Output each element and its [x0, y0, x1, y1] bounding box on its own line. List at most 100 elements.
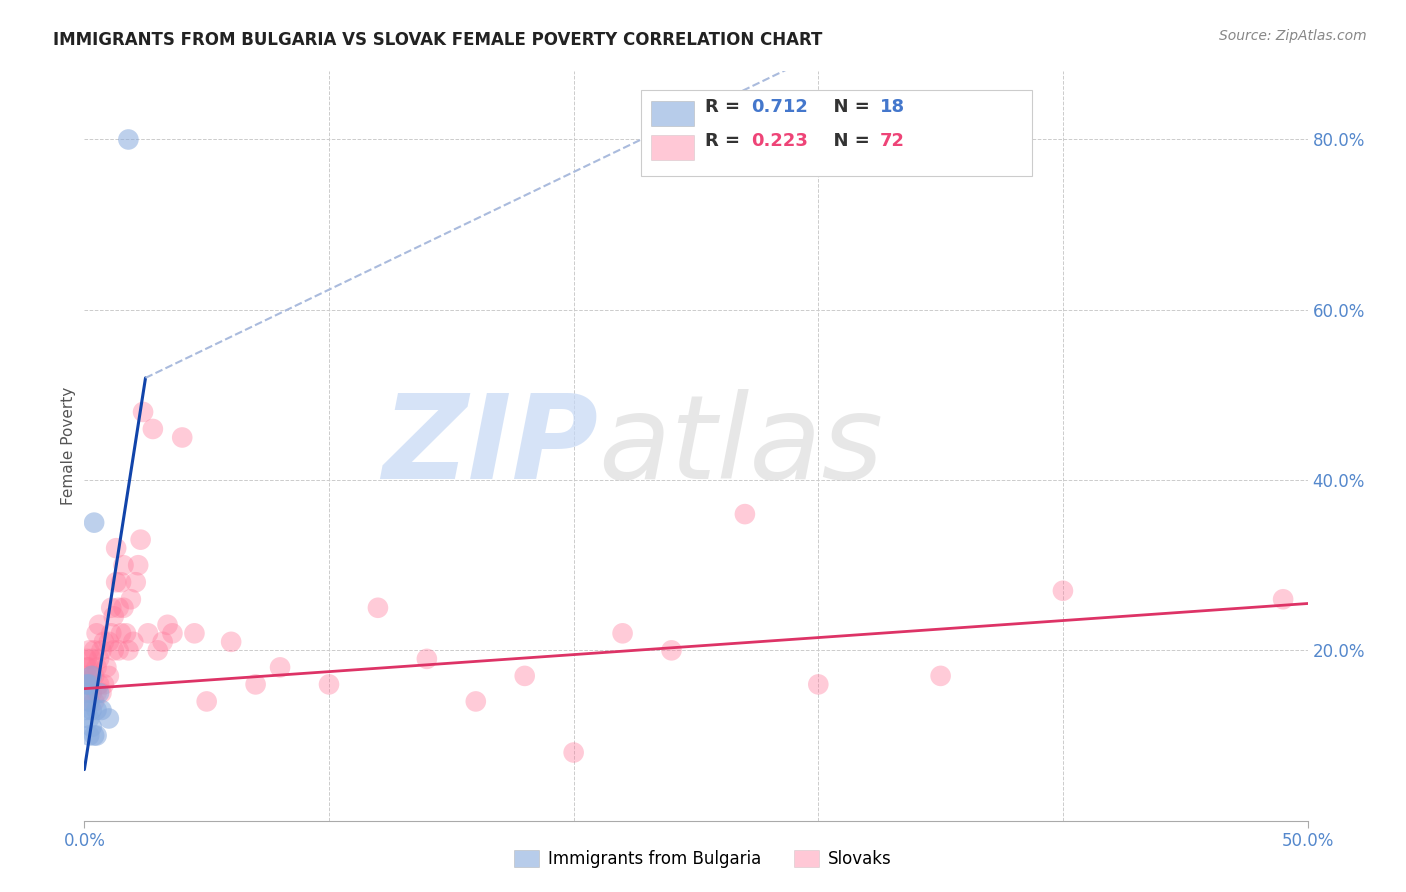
Point: [86, 626, 108, 640]
Point: [136, 626, 159, 640]
Point: [112, 600, 135, 615]
Point: [76, 677, 98, 691]
Point: [86, 703, 108, 717]
Point: [77, 694, 100, 708]
Point: [83, 643, 105, 657]
Point: [122, 635, 145, 649]
Point: [152, 635, 174, 649]
Point: [1052, 583, 1074, 598]
Point: [612, 626, 634, 640]
Point: [112, 558, 135, 573]
Text: N =: N =: [821, 132, 876, 150]
Point: [76, 652, 98, 666]
Point: [103, 609, 125, 624]
Point: [97, 635, 120, 649]
Point: [86, 686, 108, 700]
Point: [416, 652, 439, 666]
Y-axis label: Female Poverty: Female Poverty: [60, 387, 76, 505]
Point: [127, 558, 149, 573]
Point: [76, 703, 98, 717]
Point: [269, 660, 291, 674]
FancyBboxPatch shape: [641, 90, 1032, 177]
Point: [367, 600, 389, 615]
Point: [83, 694, 105, 708]
Point: [86, 729, 108, 743]
Point: [93, 677, 115, 691]
FancyBboxPatch shape: [651, 135, 693, 160]
Text: N =: N =: [821, 97, 876, 116]
Point: [86, 660, 108, 674]
Point: [87, 686, 110, 700]
Text: atlas: atlas: [598, 389, 883, 503]
Point: [87, 617, 110, 632]
Point: [105, 541, 128, 556]
Point: [77, 677, 100, 691]
Point: [80, 669, 103, 683]
Point: [93, 635, 115, 649]
Point: [219, 635, 242, 649]
Text: 18: 18: [880, 97, 904, 116]
Point: [76, 660, 98, 674]
Point: [245, 677, 267, 691]
Point: [80, 686, 103, 700]
Point: [77, 729, 100, 743]
Point: [83, 669, 105, 683]
Point: [90, 643, 112, 657]
Point: [107, 600, 129, 615]
Point: [105, 575, 128, 590]
Point: [129, 533, 152, 547]
Point: [464, 694, 486, 708]
FancyBboxPatch shape: [651, 102, 693, 126]
Text: IMMIGRANTS FROM BULGARIA VS SLOVAK FEMALE POVERTY CORRELATION CHART: IMMIGRANTS FROM BULGARIA VS SLOVAK FEMAL…: [53, 31, 823, 49]
Point: [96, 660, 118, 674]
Point: [115, 626, 138, 640]
Point: [807, 677, 830, 691]
Point: [183, 626, 205, 640]
Point: [77, 694, 100, 708]
Point: [80, 720, 103, 734]
Point: [77, 643, 100, 657]
Point: [117, 643, 139, 657]
Point: [125, 575, 148, 590]
Point: [661, 643, 683, 657]
Point: [1272, 592, 1295, 607]
Point: [83, 729, 105, 743]
Text: Source: ZipAtlas.com: Source: ZipAtlas.com: [1219, 29, 1367, 43]
Point: [80, 703, 103, 717]
Point: [77, 711, 100, 725]
Point: [87, 652, 110, 666]
Point: [162, 626, 184, 640]
Point: [97, 711, 120, 725]
Point: [110, 626, 132, 640]
Point: [146, 643, 169, 657]
Text: ZIP: ZIP: [382, 389, 598, 503]
Point: [97, 669, 120, 683]
Point: [734, 507, 756, 521]
Point: [100, 626, 122, 640]
Text: R =: R =: [704, 132, 745, 150]
Point: [117, 132, 139, 146]
Point: [120, 592, 142, 607]
Point: [77, 677, 100, 691]
Point: [103, 643, 125, 657]
Legend: Immigrants from Bulgaria, Slovaks: Immigrants from Bulgaria, Slovaks: [508, 843, 898, 875]
Point: [100, 600, 122, 615]
Point: [83, 516, 105, 530]
Point: [76, 686, 98, 700]
Point: [90, 686, 112, 700]
Point: [80, 652, 103, 666]
Point: [77, 660, 100, 674]
Point: [80, 669, 103, 683]
Point: [156, 617, 179, 632]
Point: [513, 669, 536, 683]
Point: [90, 703, 112, 717]
Point: [172, 430, 194, 444]
Point: [929, 669, 952, 683]
Point: [76, 669, 98, 683]
Point: [87, 677, 110, 691]
Text: 0.223: 0.223: [751, 132, 808, 150]
Point: [142, 422, 165, 436]
Point: [318, 677, 340, 691]
Point: [110, 575, 132, 590]
Point: [195, 694, 218, 708]
